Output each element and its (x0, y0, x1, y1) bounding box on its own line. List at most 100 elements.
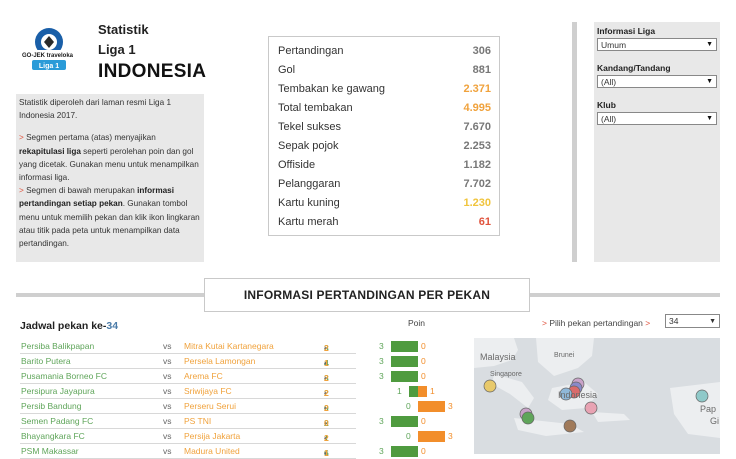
match-row[interactable]: PSM Makassar vs Madura United 6 • 1 (20, 444, 356, 459)
stat-value: 4.995 (463, 101, 491, 114)
week-picker-value: 34 (669, 316, 679, 326)
map-dot[interactable] (695, 389, 709, 403)
match-row[interactable]: Semen Padang FC vs PS TNI 2 • 0 (20, 414, 356, 429)
stat-value: 7.702 (463, 178, 491, 191)
description-p1: > Segmen pertama (atas) menyajikan rekap… (19, 131, 201, 184)
vs-label: vs (163, 386, 172, 396)
home-points-label: 0 (406, 431, 411, 441)
away-score: 0 (324, 418, 329, 428)
arrow-icon: > (19, 186, 24, 196)
description-panel: Statistik diperoleh dari laman resmi Lig… (16, 94, 204, 262)
vs-label: vs (163, 446, 172, 456)
description-bold: rekapitulasi liga (19, 146, 81, 156)
schedule-week: 34 (106, 320, 119, 332)
home-team: Barito Putera (21, 356, 71, 366)
stat-row: Total tembakan 4.995 (278, 98, 491, 117)
map-dot[interactable] (483, 379, 497, 393)
match-row[interactable]: Bhayangkara FC vs Persija Jakarta 1 • 2 (20, 429, 356, 444)
vs-label: vs (163, 371, 172, 381)
match-row[interactable]: Persiba Balikpapan vs Mitra Kutai Kartaneg… (20, 339, 356, 354)
stat-value: 2.371 (463, 82, 491, 95)
map-label-papua-2: Gi (710, 416, 719, 426)
stat-label: Tekel sukses (278, 120, 341, 133)
away-score: 2 (324, 373, 329, 383)
away-team: Persela Lamongan (184, 356, 256, 366)
stat-row: Kartu kuning 1.230 (278, 194, 491, 213)
filter-kandang-value: (All) (601, 76, 617, 87)
stat-row: Tembakan ke gawang 2.371 (278, 79, 491, 98)
filter-kandang-select[interactable]: (All) ▼ (597, 75, 717, 88)
stat-row: Tekel sukses 7.670 (278, 117, 491, 136)
match-row[interactable]: Pusamania Borneo FC vs Arema FC 3 • 2 (20, 369, 356, 384)
filter-liga-label: Informasi Liga (597, 26, 656, 36)
map-label-papua: Pap (700, 404, 717, 414)
away-team: Madura United (184, 446, 240, 456)
match-row[interactable]: Persib Bandung vs Perseru Serui 0 • 2 (20, 399, 356, 414)
stat-row: Gol 881 (278, 60, 491, 79)
home-points-label: 3 (379, 356, 384, 366)
home-points-label: 0 (406, 401, 411, 411)
home-score: 4 (324, 358, 329, 368)
home-score: 2 (324, 388, 329, 398)
week-picker-label: > Pilih pekan pertandingan > (542, 318, 650, 328)
vs-label: vs (163, 431, 172, 441)
away-points-label: 1 (430, 386, 435, 396)
stat-value: 2.253 (463, 140, 491, 153)
home-team: Persipura Jayapura (21, 386, 95, 396)
home-team: PSM Makassar (21, 446, 79, 456)
away-points-label: 3 (448, 431, 453, 441)
map-dot[interactable] (559, 387, 573, 401)
filter-klub-select[interactable]: (All) ▼ (597, 112, 717, 125)
map-dot[interactable] (563, 419, 577, 433)
home-team: Pusamania Borneo FC (21, 371, 107, 381)
map-dot[interactable] (521, 411, 535, 425)
match-row[interactable]: Barito Putera vs Persela Lamongan 4 • 1 (20, 354, 356, 369)
map-label-singapore: Singapore (490, 371, 522, 378)
home-points-bar (391, 356, 418, 367)
description-text: . Gunakan tombol menu untuk memilih peka… (19, 199, 200, 249)
away-team: Perseru Serui (184, 401, 236, 411)
away-score: 2 (324, 433, 329, 443)
away-points-label: 0 (421, 416, 426, 426)
stat-value: 306 (472, 44, 491, 57)
away-team: Arema FC (184, 371, 223, 381)
week-picker-select[interactable]: 34 ▼ (665, 314, 720, 328)
score-separator: • (324, 343, 327, 353)
match-map[interactable]: Malaysia Brunei Singapore Indonesia Pap … (474, 338, 720, 454)
logo-brand-text: GO-JEK traveloka (22, 53, 74, 59)
logo-league-text: Liga 1 (39, 63, 59, 70)
home-team: Persiba Balikpapan (21, 341, 95, 351)
home-points-bar (391, 416, 418, 427)
map-label-indonesia: Indonesia (558, 390, 598, 400)
score-separator: • (324, 433, 327, 443)
home-points-label: 3 (379, 341, 384, 351)
stats-table: Pertandingan 306 Gol 881 Tembakan ke gawang 2… (268, 36, 500, 236)
away-score: 2 (324, 343, 329, 353)
vs-label: vs (163, 341, 172, 351)
arrow-icon: > (642, 318, 651, 328)
score-separator: • (324, 418, 327, 428)
filter-liga-select[interactable]: Umum ▼ (597, 38, 717, 51)
match-row[interactable]: Persipura Jayapura vs Sriwijaya FC 2 • 2 (20, 384, 356, 399)
stat-label: Kartu merah (278, 216, 339, 229)
map-label-malaysia: Malaysia (480, 352, 516, 362)
stat-row: Offiside 1.182 (278, 156, 491, 175)
home-team: Persib Bandung (21, 401, 82, 411)
away-score: 1 (324, 448, 329, 458)
stat-value: 881 (472, 63, 491, 76)
map-dot[interactable] (584, 401, 598, 415)
home-points-bar (409, 386, 418, 397)
stat-value: 61 (478, 216, 491, 229)
description-intro: Statistik diperoleh dari laman resmi Lig… (19, 98, 171, 121)
stat-row: Pertandingan 306 (278, 41, 491, 60)
away-points-label: 3 (448, 401, 453, 411)
away-score: 2 (324, 388, 329, 398)
home-score: 3 (324, 373, 329, 383)
stat-label: Gol (278, 63, 296, 76)
